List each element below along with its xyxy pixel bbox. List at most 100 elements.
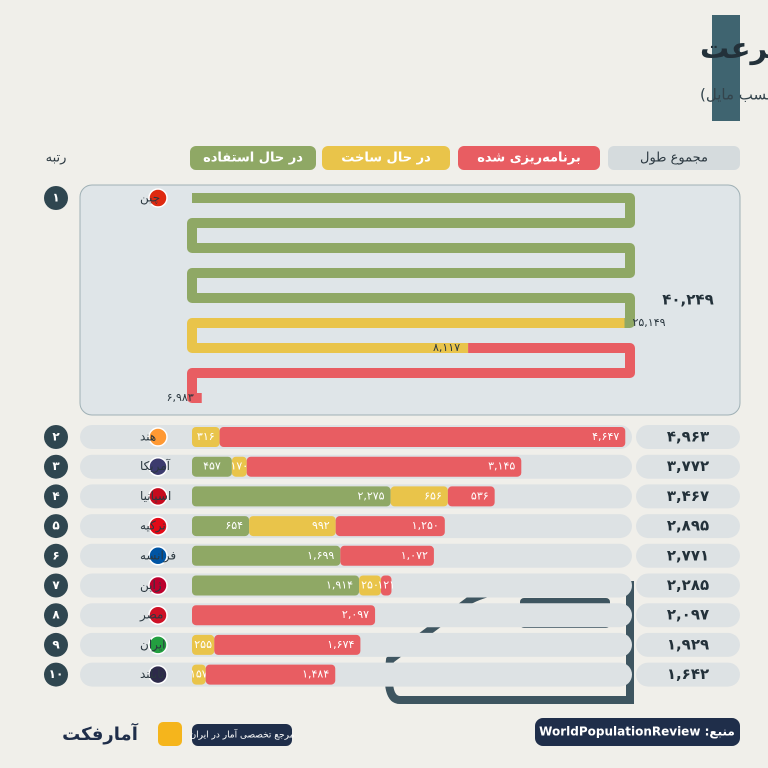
total: ۲,۸۹۵: [667, 517, 709, 535]
bar-segment: [192, 634, 215, 655]
value-label: ۱,۶۹۹: [307, 549, 334, 562]
total-bg: [636, 632, 740, 657]
legend-label: در حال ساخت: [341, 151, 431, 166]
flag: [148, 664, 168, 685]
total: ۳,۴۶۷: [667, 487, 709, 505]
value-label: ۱۷۰: [230, 460, 248, 473]
bar-segment: [205, 664, 336, 685]
rank: ۱۰: [49, 667, 64, 681]
rank: ۹: [52, 637, 60, 651]
value-label: ۲۵۵: [194, 638, 212, 651]
bar-segment: [192, 575, 360, 596]
value-label: ۱۲۱: [377, 579, 395, 592]
total: ۲,۷۷۱: [667, 546, 709, 564]
source: منبع: WorldPopulationReview: [539, 725, 735, 739]
value-label: ۴۵۷: [203, 460, 221, 473]
total-bg: [636, 425, 740, 449]
country: آمریکا: [140, 458, 171, 474]
total-header-bg: [608, 146, 740, 170]
rank: ۸: [52, 608, 60, 622]
value-label: ۲,۲۷۵: [357, 489, 384, 502]
value-label: ۴,۶۴۷: [592, 430, 619, 443]
flag: [148, 427, 168, 447]
bar-segment: [380, 575, 392, 596]
brand-icon: [158, 722, 182, 746]
rank-badge: [44, 454, 68, 479]
rank-badge: [44, 425, 68, 449]
country: ایران: [140, 637, 165, 652]
total-bg: [636, 573, 740, 598]
chart-title: کشورهایی با بیشترین قطارهای پرسرعت: [700, 31, 768, 66]
legend-label: در حال استفاده: [203, 151, 303, 166]
total-bg: [636, 543, 740, 568]
value-label: ۵۳۶: [471, 489, 489, 502]
bar-segment: [219, 427, 626, 447]
country: اسپانیا: [140, 489, 171, 503]
bar-segment: [192, 456, 232, 477]
total: ۲,۰۹۷: [667, 606, 709, 624]
flag: [148, 546, 168, 566]
bar-segment: [192, 664, 206, 685]
rank: ۱: [52, 191, 59, 205]
value-label: ۲۵,۱۴۹: [632, 316, 665, 329]
rank-header: رتبه: [46, 151, 67, 166]
value-label: ۱,۶۷۴: [327, 638, 354, 651]
country: ژاپن: [140, 578, 162, 593]
tagline: مرجع تخصصی آمار در ایران: [190, 729, 295, 741]
country: تایلند: [140, 667, 164, 681]
bar-segment: [187, 318, 625, 353]
bar-segment: [231, 456, 247, 477]
country: مصر: [139, 608, 163, 623]
flag: [148, 605, 168, 625]
total: ۴۰,۲۴۹: [662, 291, 713, 309]
country: چین: [140, 191, 160, 206]
rank: ۷: [52, 578, 60, 592]
rank-badge: [44, 662, 68, 687]
total-bg: [636, 484, 740, 509]
bar-segment: [246, 456, 522, 477]
chart-subtitle: طولانی‌ترین خطوط راه‌آهن پرسرعت در جهان …: [700, 86, 768, 105]
rank-badge: [44, 603, 68, 628]
country: فرانسه: [140, 548, 176, 563]
rank: ۳: [52, 459, 60, 473]
rank: ۴: [52, 489, 59, 503]
source-bg: [535, 718, 740, 746]
bar-segment: [192, 427, 220, 447]
value-label: ۸,۱۱۷: [433, 341, 460, 354]
legend-swatch: [190, 146, 316, 170]
rank: ۵: [52, 519, 59, 533]
value-label: ۶۵۴: [225, 519, 243, 532]
rank: ۲: [52, 430, 60, 444]
rank-badge: [44, 484, 68, 509]
value-label: ۶۵۶: [424, 489, 442, 502]
rank: ۶: [52, 548, 59, 562]
value-label: ۱,۲۵۰: [412, 519, 439, 532]
bar-segment: [335, 516, 445, 537]
rank-badge: [44, 186, 68, 210]
bar-segment: [214, 634, 361, 655]
value-label: ۱۵۷: [190, 668, 208, 681]
legend-label: برنامه‌ریزی شده: [477, 151, 581, 166]
bar-segment: [192, 605, 376, 626]
flag: [148, 486, 168, 507]
rank-badge: [44, 543, 68, 568]
total-bg: [636, 514, 740, 539]
flag: [148, 188, 168, 208]
rank-badge: [44, 573, 68, 598]
tagline-bg: [192, 724, 292, 746]
bar-segment: [447, 486, 495, 507]
legend-swatch: [458, 146, 600, 170]
bar-segment: [390, 486, 448, 507]
country: هند: [140, 430, 156, 444]
rank-badge: [44, 632, 68, 657]
value-label: ۲۵۰: [361, 579, 379, 592]
value-label: ۱,۰۷۲: [401, 549, 428, 562]
bar-segment: [187, 343, 635, 403]
country: ترکیه: [140, 519, 166, 534]
total: ۱,۶۴۲: [667, 665, 709, 683]
total: ۳,۷۷۲: [667, 457, 709, 475]
total: ۱,۹۲۹: [667, 635, 709, 653]
total-bg: [636, 454, 740, 479]
flag: [148, 516, 168, 536]
